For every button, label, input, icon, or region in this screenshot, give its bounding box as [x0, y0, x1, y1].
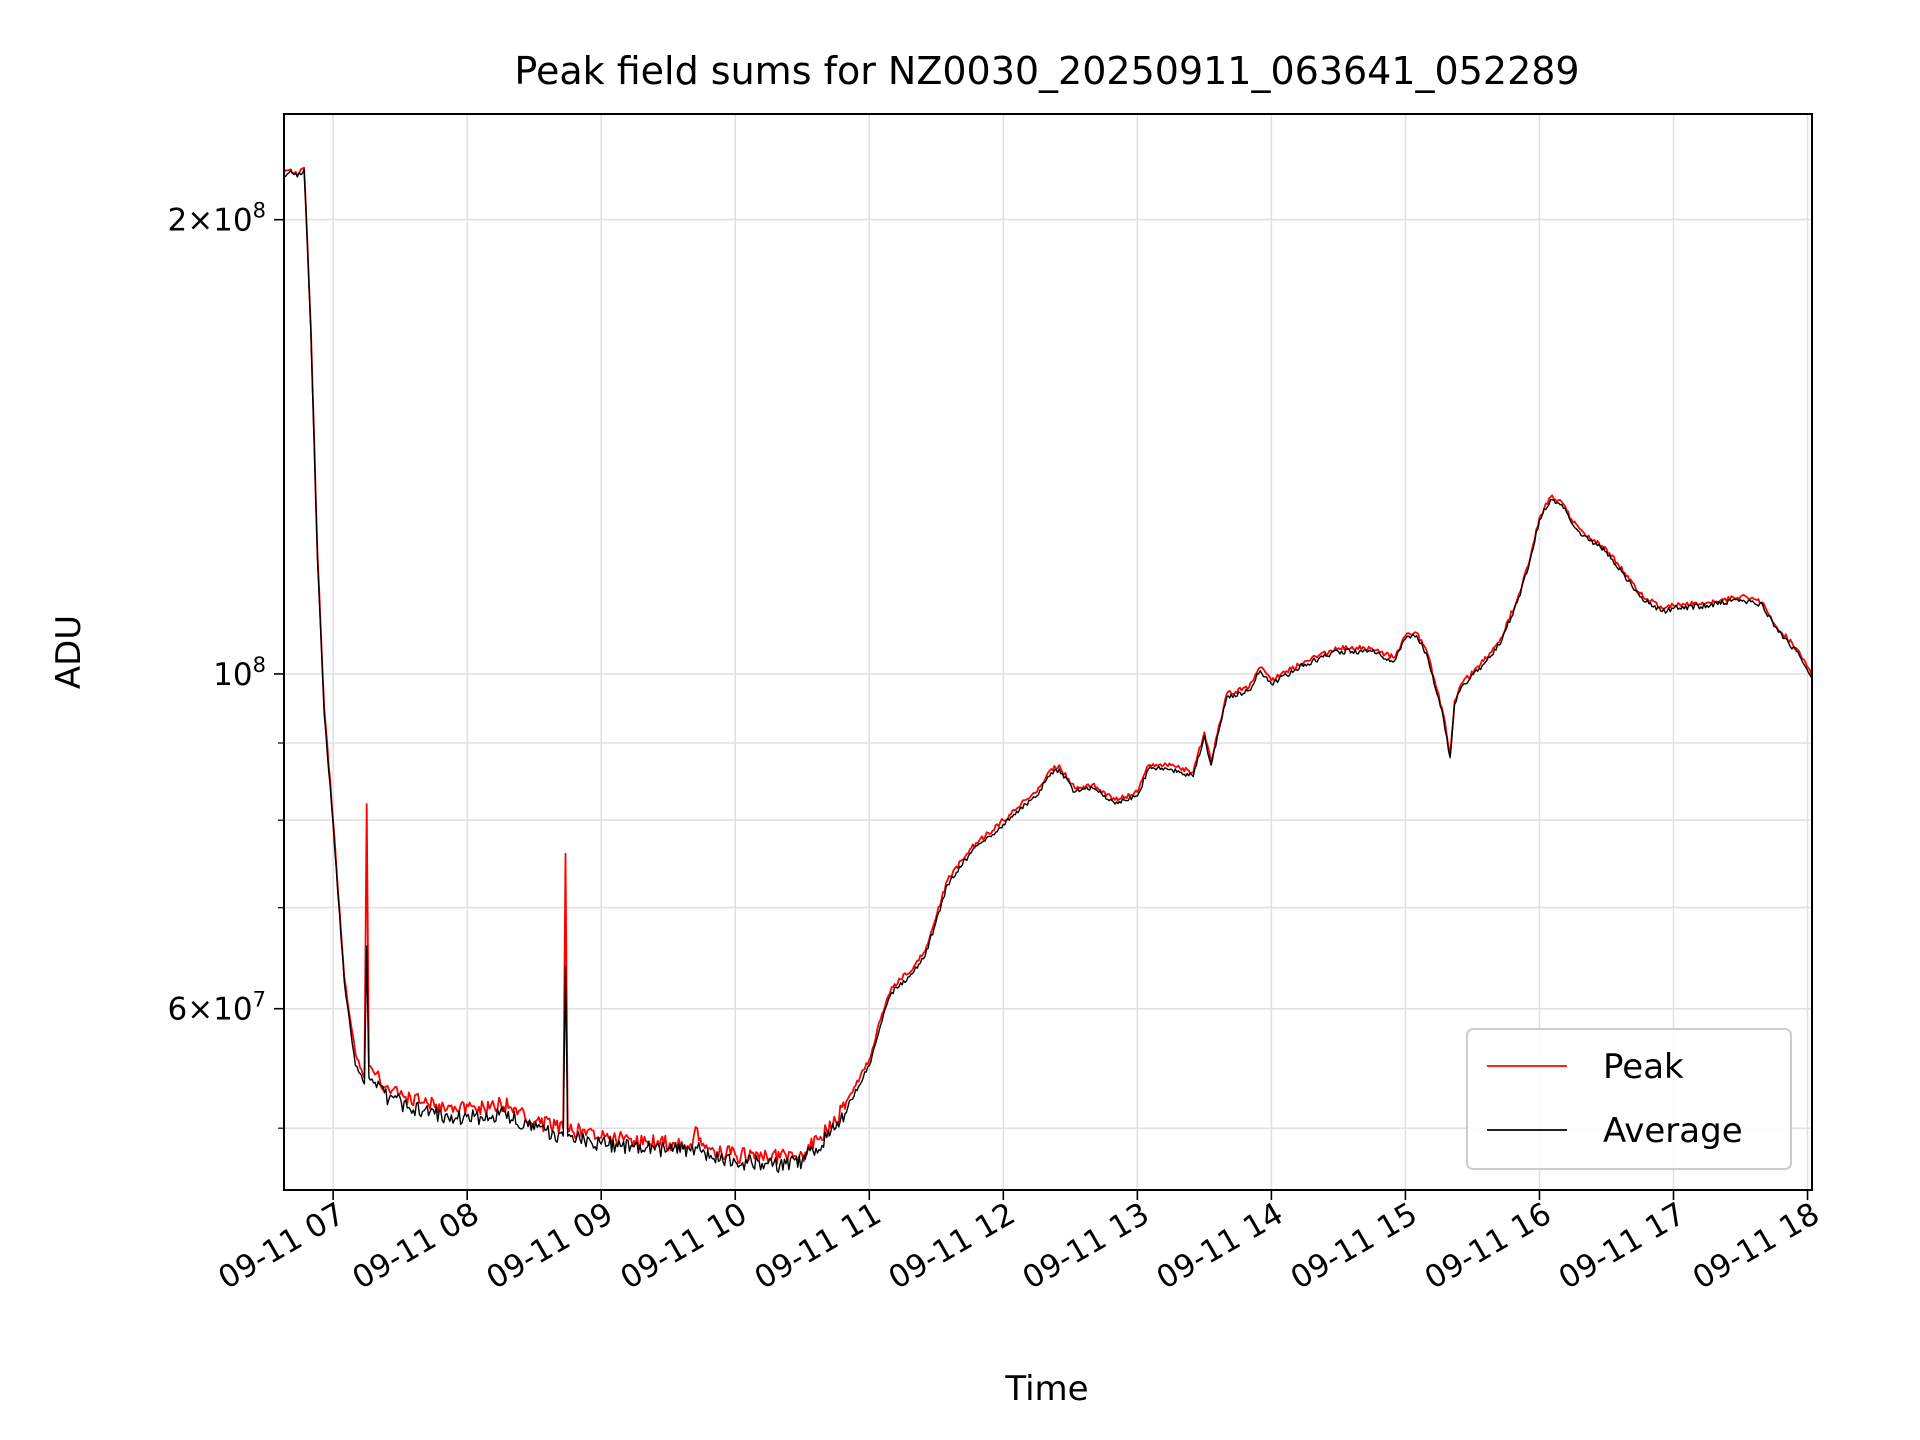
series-line-peak	[284, 166, 1812, 1165]
plot-frame	[283, 113, 1813, 1191]
x-axis-label: Time	[1004, 1369, 1088, 1409]
legend-label-peak: Peak	[1603, 1047, 1684, 1087]
grid	[284, 114, 1812, 1190]
series-layer	[284, 166, 1812, 1173]
legend-box	[1466, 1028, 1792, 1170]
legend: Peak Average	[1466, 1028, 1792, 1170]
chart-title: Peak field sums for NZ0030_20250911_0636…	[514, 49, 1579, 93]
y-tick-label: 108	[213, 653, 266, 693]
y-axis: 2×108 108 6×107	[167, 199, 284, 1129]
y-tick-label: 6×107	[167, 988, 266, 1028]
y-tick-label: 2×108	[167, 199, 266, 239]
y-axis-label: ADU	[49, 615, 89, 689]
legend-label-average: Average	[1603, 1111, 1743, 1151]
series-line-average	[284, 168, 1812, 1173]
